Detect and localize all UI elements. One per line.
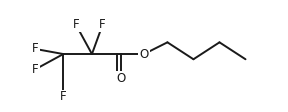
Text: O: O (116, 72, 125, 85)
Text: O: O (139, 48, 149, 61)
Text: F: F (73, 18, 80, 31)
Text: F: F (60, 90, 67, 103)
Text: F: F (32, 42, 39, 55)
Text: F: F (99, 18, 106, 31)
Text: F: F (32, 63, 39, 76)
